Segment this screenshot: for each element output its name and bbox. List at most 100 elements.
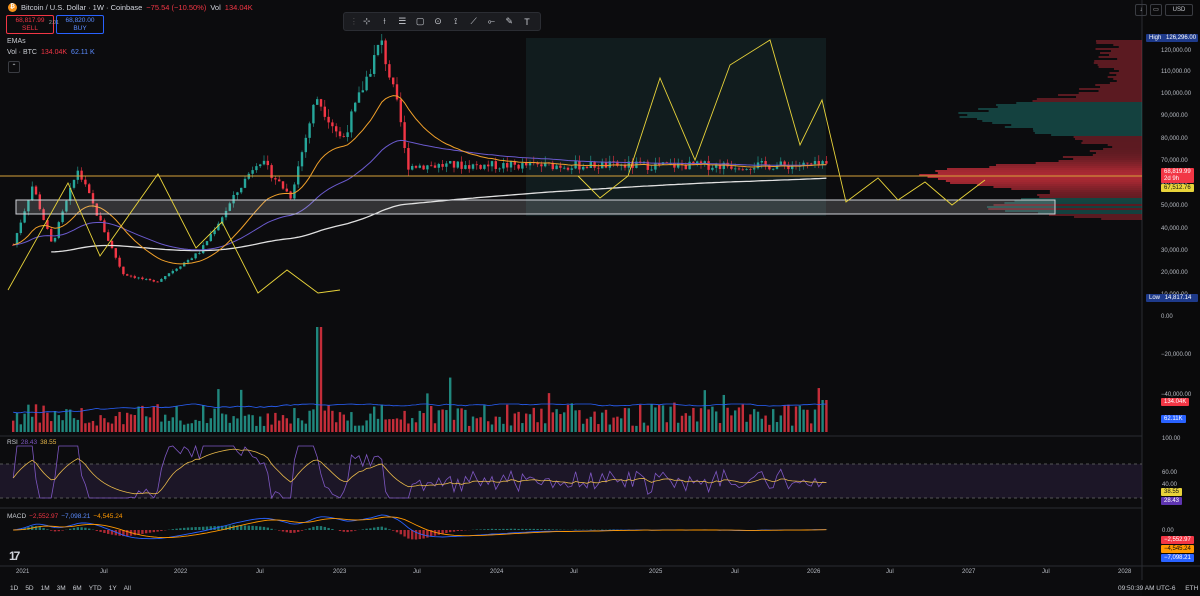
volume-bar (148, 417, 152, 432)
ema-mid-line (13, 139, 827, 251)
macd-histogram-bar (186, 527, 190, 530)
volume-bar (38, 422, 41, 432)
period-6m[interactable]: 6M (72, 585, 82, 592)
volume-bar (186, 423, 190, 432)
pencil-tool-icon[interactable]: ✎ (505, 16, 513, 26)
volume-bar (88, 422, 91, 432)
pattern-drawing[interactable] (7, 173, 341, 294)
clock[interactable]: 09:50:39 AM UTC-6 ETH (1118, 585, 1198, 592)
volume-bar (99, 415, 102, 432)
volume-profile-bar (993, 204, 1142, 206)
text-tool-icon[interactable]: T (524, 16, 530, 27)
rsi-axis-40: 40.00 (1162, 482, 1178, 488)
volume-bar (635, 425, 638, 432)
volume-bar (555, 409, 558, 432)
sell-button[interactable]: 68,817.99 SELL (6, 15, 54, 34)
buy-label: BUY (73, 25, 87, 32)
vertical-line-tool-icon[interactable]: ⟊ (383, 16, 386, 26)
candle-body (677, 163, 680, 168)
macd-histogram-bar (232, 525, 235, 530)
period-ytd[interactable]: YTD (88, 585, 102, 592)
volume-bar (779, 415, 782, 432)
volume-profile-bar (1049, 214, 1142, 216)
candle-body (255, 166, 258, 171)
volume-bar (669, 406, 672, 432)
trend-line-tool-icon[interactable]: ⟋ (470, 16, 477, 26)
candle-body (80, 170, 83, 180)
candle-body (118, 257, 121, 267)
tradingview-logo-icon[interactable]: 17 (9, 549, 20, 563)
symbol-header[interactable]: ₿ Bitcoin / U.S. Dollar · 1W · Coinbase … (8, 3, 253, 12)
buy-button[interactable]: 68,820.00 BUY (56, 15, 104, 34)
volume-profile-bar (1082, 140, 1142, 142)
period-5d[interactable]: 5D (25, 585, 34, 592)
collapse-indicators-button[interactable]: ⌃ (8, 61, 20, 73)
macd-histogram-bar (278, 530, 281, 531)
pattern-drawing-2[interactable] (577, 39, 986, 206)
period-all[interactable]: All (123, 585, 131, 592)
path-tool-icon[interactable]: ⟟ (454, 16, 458, 26)
horizontal-ray-tool-icon[interactable]: ⟜ (487, 16, 495, 26)
candle-body (608, 161, 611, 168)
volume-bar (772, 409, 775, 432)
macd-tag-3: −7,098.21 (1161, 554, 1194, 562)
macd-histogram-bar (251, 525, 254, 530)
volume-bar (304, 423, 307, 432)
volume-bar (528, 414, 532, 432)
candle-body (551, 162, 554, 170)
period-1m[interactable]: 1M (40, 585, 50, 592)
macd-histogram-bar (513, 528, 516, 530)
rsi-legend[interactable]: RSI 28.43 38.55 (7, 439, 56, 446)
volume-bar (411, 418, 414, 432)
volume-bar (654, 407, 657, 432)
macd-legend[interactable]: MACD −2,552.97 −7,098.21 −4,545.24 (7, 513, 122, 520)
high-label: High (1149, 35, 1162, 41)
candle-body (764, 161, 767, 165)
candle-body (810, 163, 813, 165)
volume-bar (753, 409, 756, 432)
period-1d[interactable]: 1D (10, 585, 19, 592)
volume-bar (551, 412, 554, 432)
volume-bars (12, 327, 828, 432)
drawing-toolbar: ⋮ ⊹ ⟊ ☰ ▢ ⊙ ⟟ ⟋ ⟜ ✎ T (343, 12, 541, 31)
period-1y[interactable]: 1Y (108, 585, 117, 592)
toolbar-grip-icon[interactable]: ⋮ (349, 17, 358, 26)
volume-profile-bar (1112, 146, 1142, 148)
price-axis-label: 100,000.00 (1161, 91, 1192, 97)
download-icon[interactable]: ↓ (1135, 4, 1147, 16)
macd-histogram-bar (46, 529, 49, 530)
volume-bar (167, 420, 171, 432)
volume-bar (129, 414, 133, 432)
currency-selector[interactable]: USD (1165, 4, 1193, 16)
candle-body (585, 166, 589, 168)
volume-bar (327, 405, 330, 432)
candle-body (403, 122, 406, 149)
candle-body (517, 164, 520, 169)
volume-bar (376, 418, 380, 432)
candle-body (730, 166, 733, 169)
horizontal-lines-tool-icon[interactable]: ☰ (398, 16, 407, 26)
snapshot-icon[interactable]: ▭ (1150, 4, 1162, 16)
candle-body (699, 161, 703, 164)
rectangle-tool-icon[interactable]: ▢ (415, 16, 425, 26)
candle-body (350, 111, 353, 133)
macd-histogram-bar (281, 530, 285, 532)
macd-histogram-bar (297, 530, 300, 532)
volume-profile-bar (1109, 82, 1142, 84)
support-zone-box[interactable] (15, 199, 1056, 215)
period-3m[interactable]: 3M (56, 585, 66, 592)
volume-profile-bar (1118, 46, 1142, 48)
indicator-vol[interactable]: Vol · BTC 134.04K 62.11 K (7, 49, 95, 56)
candle-body (582, 166, 585, 170)
cursor-tool-icon[interactable]: ⊹ (362, 16, 371, 26)
sell-price: 68,817.99 (15, 17, 45, 24)
circle-tool-icon[interactable]: ⊙ (434, 16, 442, 26)
candle-body (392, 77, 395, 85)
indicator-emas-label[interactable]: EMAs (7, 38, 26, 45)
sell-label: SELL (22, 25, 38, 32)
volume-bar (53, 411, 57, 432)
volume-bar (578, 410, 581, 432)
candle-body (281, 181, 285, 189)
volume-profile-bar (1095, 152, 1142, 154)
